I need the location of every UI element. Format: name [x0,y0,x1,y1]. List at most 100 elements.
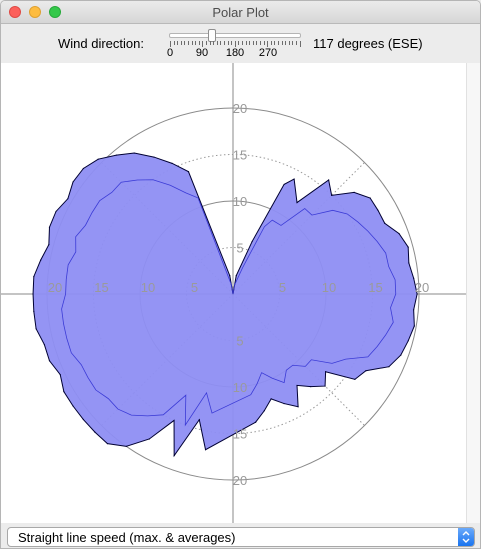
ring-label-down: 15 [233,427,247,442]
slider-tick [278,41,279,45]
slider-tick [234,41,236,47]
max-speed-point [369,197,371,199]
minimize-window-button[interactable] [29,6,41,18]
slider-tick [292,41,294,45]
slider-tick [216,41,218,45]
max-speed-point [55,210,57,213]
max-speed-point [33,275,35,278]
slider-tick [231,41,233,45]
max-speed-point [296,201,298,204]
plot-type-select[interactable]: Straight line speed (max. & averages) [7,527,475,547]
max-speed-point [297,406,299,408]
wind-direction-label: Wind direction: [58,36,144,51]
slider-tick [209,41,211,45]
max-speed-point [398,232,400,235]
max-speed-point [148,438,150,440]
close-window-button[interactable] [9,6,21,18]
max-speed-point [187,171,190,173]
slider-thumb[interactable] [208,29,216,42]
window-title: Polar Plot [212,5,269,20]
polar-plot-area: 5 10 15 20 5 10 15 20 5 10 15 20 20 15 10 5 [1,63,466,523]
slider-tick [252,41,254,45]
select-arrows-icon[interactable] [458,528,474,546]
ring-label-left: 5 [191,280,198,295]
max-speed-point [106,443,109,445]
slider-tick [227,41,229,45]
max-speed-point [263,410,265,412]
slider-tick [270,41,272,45]
max-speed-point [198,419,200,421]
max-speed-point [296,384,298,387]
ring-label-down: 10 [233,380,247,395]
ring-label-right: 15 [368,280,382,295]
max-speed-point [416,293,418,295]
slider-tick [213,41,215,45]
max-speed-point [377,209,379,211]
max-speed-point [408,262,410,264]
max-speed-area [32,152,418,458]
slider-tick [195,41,197,45]
max-speed-point [353,191,355,193]
vertical-scrollbar[interactable] [466,63,480,523]
polar-chart: 5 10 15 20 5 10 15 20 5 10 15 20 20 15 10 5 [1,63,466,523]
max-speed-point [35,328,37,330]
max-speed-point [413,325,415,327]
max-speed-point [94,431,96,433]
zoom-window-button[interactable] [49,6,61,18]
slider-tick [180,41,182,45]
slider-tick [170,41,171,47]
max-speed-point [413,309,415,311]
slider-tick [173,41,175,45]
slider-tick-label-0: 0 [166,47,174,59]
average-speed-line [61,179,397,427]
ring-label-left: 20 [48,280,62,295]
ring-label-right: 5 [279,280,286,295]
max-speed-point [229,275,231,277]
slider-tick [224,41,225,45]
max-speed-point [48,244,50,246]
slider-track[interactable] [169,33,301,38]
max-speed-point [153,156,155,158]
max-speed-point [63,391,65,393]
max-speed-point [97,158,99,160]
slider-tick [281,41,283,45]
max-speed-point [204,449,207,451]
slider-tick [296,41,297,45]
slider-tick [188,41,189,45]
slider-tick [220,41,222,45]
max-speed-point [400,354,402,356]
max-speed-point [67,198,69,200]
title-bar: Polar Plot [1,1,480,24]
max-speed-point [407,246,409,248]
max-speed-point [331,194,333,196]
plot-type-selected-value: Straight line speed (max. & averages) [18,530,236,545]
max-speed-point [325,371,327,373]
slider-tick [184,41,186,45]
ring-label-left: 10 [141,280,155,295]
slider-tick [206,41,207,45]
max-speed-point [251,240,253,243]
max-speed-point [115,154,118,156]
max-speed-point [32,293,34,295]
ring-label-right: 10 [322,280,336,295]
max-speed-point [388,366,390,368]
slider-tick [202,41,204,47]
slider-tick-label-180: 180 [225,47,245,59]
slider-tick [267,41,269,47]
ring-label-up: 15 [233,148,247,163]
slider-tick [260,41,261,45]
max-speed-point [365,370,367,372]
max-speed-point [43,343,45,346]
max-speed-point [310,386,312,388]
wind-direction-slider[interactable]: 0 90 180 270 [166,29,301,61]
max-speed-point [171,162,173,164]
ring-label-up: 10 [233,194,247,209]
max-speed-point [173,455,175,457]
max-speed-point [324,385,326,387]
max-speed-point [384,222,386,224]
max-speed-point [283,402,285,405]
max-speed-point [40,259,42,261]
max-speed-point [33,310,35,313]
max-speed-point [48,360,51,362]
